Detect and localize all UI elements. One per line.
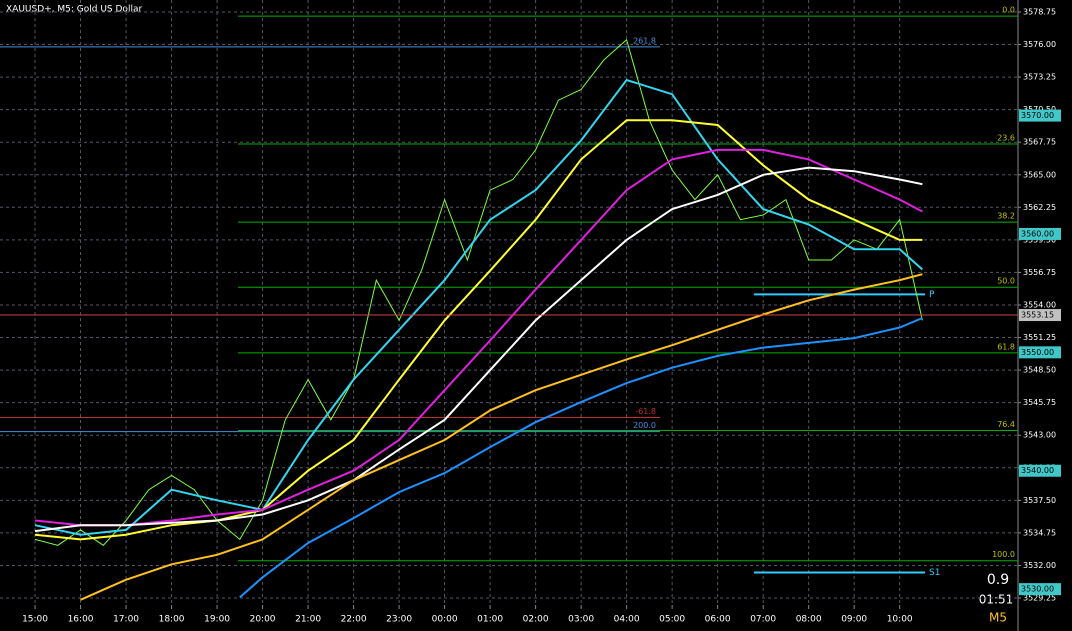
fib-label: 0.0	[1002, 6, 1015, 15]
x-tick-label: 02:00	[523, 615, 549, 625]
x-tick-label: 03:00	[568, 615, 594, 625]
price-box-label: 3550.00	[1021, 348, 1054, 357]
fib-label: 76.4	[997, 420, 1015, 429]
price-box-label: 3530.00	[1021, 585, 1054, 594]
price-box	[1019, 309, 1061, 322]
series-line	[34, 148, 923, 527]
x-tick-label: 20:00	[250, 615, 276, 625]
series-line	[34, 38, 923, 546]
pivot-label: P	[929, 290, 935, 300]
fib-label: 50.0	[997, 277, 1015, 286]
y-tick-label: 3532.00	[1023, 561, 1056, 570]
x-tick-label: 15:00	[22, 615, 48, 625]
x-tick-label: 06:00	[705, 615, 731, 625]
series-line	[34, 119, 923, 541]
price-box-label: 3560.00	[1021, 229, 1054, 238]
x-tick-label: 23:00	[386, 615, 412, 625]
fib-label: 38.2	[997, 212, 1015, 221]
fib-label: 61.8	[997, 342, 1015, 351]
y-tick-label: 3578.75	[1023, 7, 1056, 16]
y-tick-label: 3576.00	[1023, 40, 1056, 49]
y-tick-label: 3543.00	[1023, 431, 1056, 440]
x-tick-label: 00:00	[432, 615, 458, 625]
x-tick-label: 05:00	[659, 615, 685, 625]
x-tick-label: 10:00	[887, 615, 913, 625]
y-tick-label: 3565.00	[1023, 170, 1056, 179]
y-tick-label: 3529.25	[1023, 594, 1056, 603]
x-tick-label: 07:00	[750, 615, 776, 625]
y-tick-label: 3545.75	[1023, 398, 1056, 407]
y-tick-label: 3537.50	[1023, 496, 1056, 505]
fib-label: 100.0	[992, 550, 1015, 559]
y-tick-label: 3562.25	[1023, 203, 1056, 212]
y-tick-label: 3567.75	[1023, 138, 1056, 147]
fib-label: 200.0	[633, 421, 656, 430]
price-box-label: 3570.00	[1021, 111, 1054, 120]
price-box	[1019, 464, 1061, 477]
fib-label: -61.8	[635, 407, 656, 416]
y-tick-label: 3573.25	[1023, 73, 1056, 82]
price-box-label: 3553.15	[1021, 311, 1054, 320]
series-line	[34, 78, 924, 536]
x-tick-label: 08:00	[796, 615, 822, 625]
timeframe: M5	[989, 611, 1007, 625]
x-tick-label: 09:00	[841, 615, 867, 625]
spread: 0.9	[987, 572, 1009, 588]
price-box	[1019, 227, 1061, 240]
x-tick-label: 22:00	[341, 615, 367, 625]
x-tick-label: 17:00	[113, 615, 139, 625]
x-tick-label: 16:00	[68, 615, 94, 625]
x-tick-label: 04:00	[614, 615, 640, 625]
x-tick-label: 18:00	[159, 615, 185, 625]
y-tick-label: 3534.75	[1023, 528, 1056, 537]
series-line	[239, 317, 923, 599]
fib-label: 261.8	[633, 36, 656, 45]
pivot-label: S1	[929, 568, 940, 578]
y-tick-label: 3554.00	[1023, 300, 1056, 309]
price-box	[1019, 583, 1061, 596]
x-tick-label: 19:00	[204, 615, 230, 625]
series-line	[34, 166, 923, 533]
y-tick-label: 3548.50	[1023, 366, 1056, 375]
series-line	[80, 273, 923, 601]
y-tick-label: 3556.75	[1023, 268, 1056, 277]
timer: 01:51	[979, 593, 1014, 607]
price-box-label: 3540.00	[1021, 466, 1054, 475]
y-tick-label: 3551.25	[1023, 333, 1056, 342]
price-box	[1019, 109, 1061, 122]
chart-title: XAUUSD+, M5: Gold US Dollar	[6, 5, 142, 15]
fib-label: 23.6	[997, 133, 1015, 142]
x-tick-label: 01:00	[477, 615, 503, 625]
price-box	[1019, 346, 1061, 359]
x-tick-label: 21:00	[295, 615, 321, 625]
